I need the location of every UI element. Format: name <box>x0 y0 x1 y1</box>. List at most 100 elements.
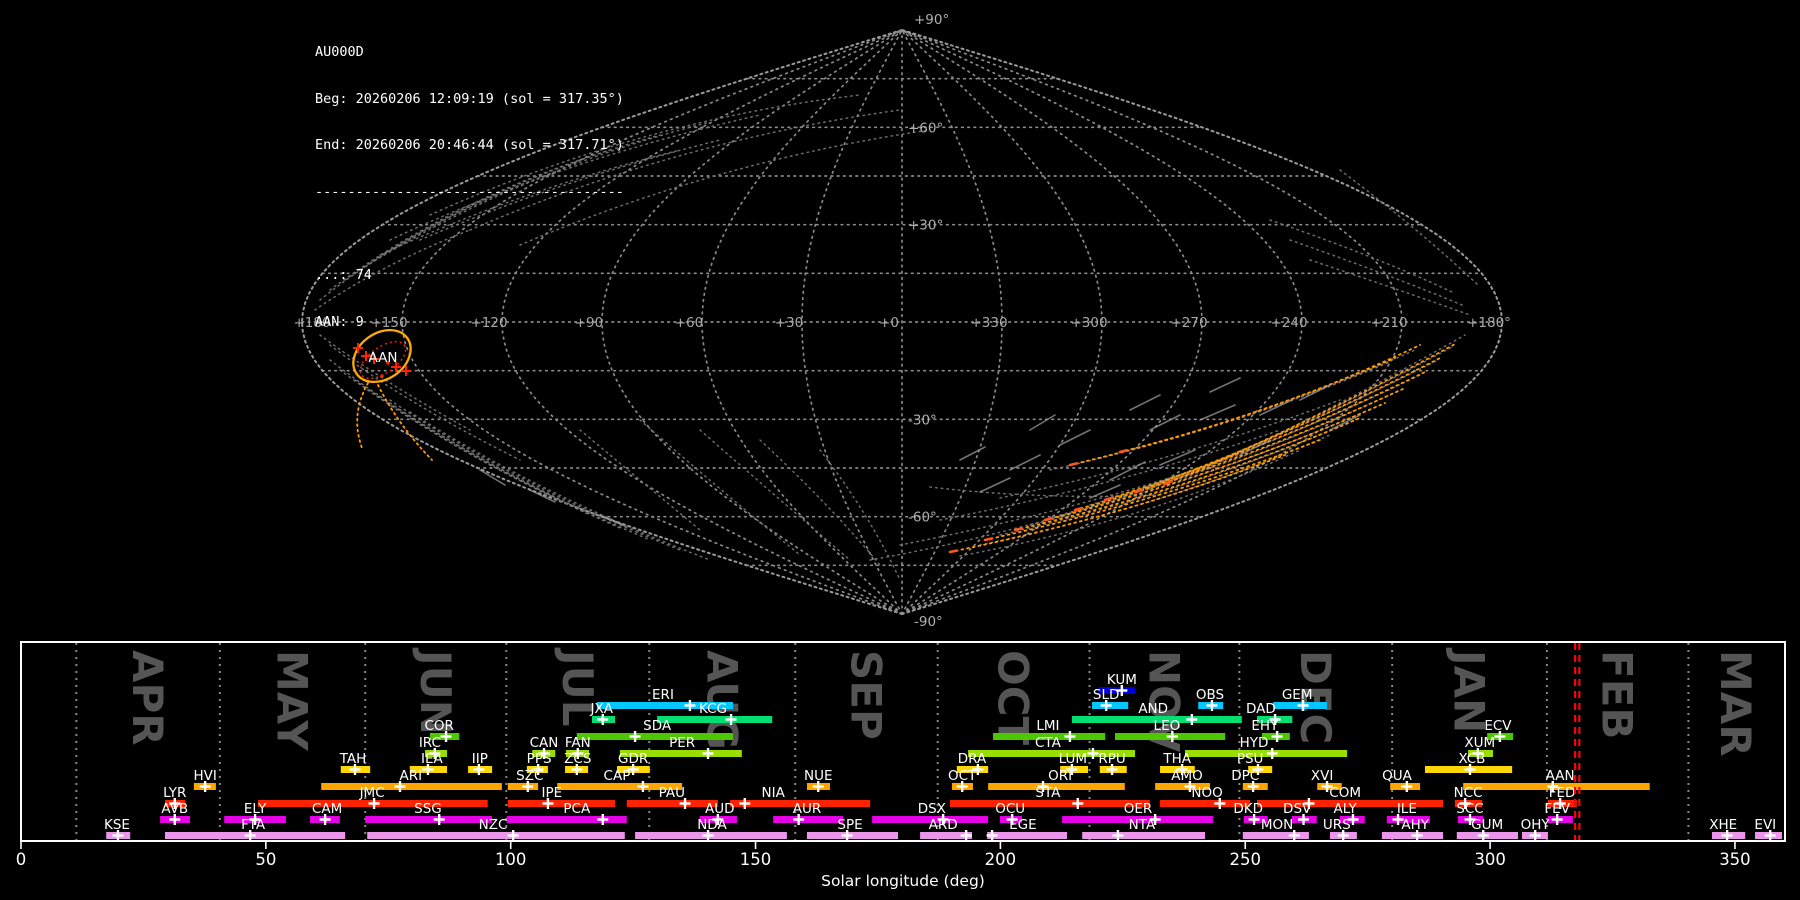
x-axis-tick-label: 250 <box>1230 850 1262 869</box>
begin-time-line: Beg: 20260206 12:09:19 (sol = 317.35°) <box>315 90 624 107</box>
shower-code-label-SZC: SZC <box>516 768 543 784</box>
active-drift-track <box>949 454 1286 553</box>
shower-code-label-OCU: OCU <box>995 801 1025 817</box>
shower-code-label-AAN: AAN <box>1546 768 1575 784</box>
track-tip <box>1013 527 1024 532</box>
radiant-drift-track <box>389 114 761 241</box>
shower-activity-bar-ARD <box>920 832 972 839</box>
map-longitude-label: +60 <box>675 315 704 331</box>
meteor-streak <box>1299 384 1331 401</box>
shower-activity-bar-MON <box>1242 832 1309 839</box>
shower-activity-bar-SSG <box>365 816 493 823</box>
active-drift-track <box>1119 344 1421 453</box>
month-label: JUN <box>411 647 460 735</box>
shower-code-label-AND: AND <box>1138 701 1168 717</box>
shower-code-label-XCB: XCB <box>1458 751 1485 767</box>
shower-code-label-ZCS: ZCS <box>564 751 591 767</box>
shower-code-label-HYD: HYD <box>1240 735 1269 751</box>
separator-line: -------------------------------------- <box>315 183 624 200</box>
map-longitude-label: +270 <box>1170 315 1207 331</box>
shower-code-label-IPE: IPE <box>542 785 563 801</box>
shower-code-label-FAN: FAN <box>565 735 591 751</box>
shower-code-label-NZC: NZC <box>479 817 508 833</box>
shower-activity-bar-STA <box>949 800 1150 807</box>
shower-code-label-LEO: LEO <box>1154 718 1181 734</box>
map-longitude-label: +120 <box>470 315 507 331</box>
map-pole-label-north: +90° <box>914 12 949 28</box>
shower-code-label-THA: THA <box>1162 751 1191 767</box>
shower-code-label-XUM: XUM <box>1464 735 1495 751</box>
shower-code-label-FTA: FTA <box>241 817 266 833</box>
radiant-drift-track <box>1339 169 1479 286</box>
track-tip <box>1073 506 1084 512</box>
track-tip <box>1163 480 1173 486</box>
month-label: JUL <box>553 647 602 727</box>
aan-dot <box>380 374 384 378</box>
radiant-drift-track <box>314 229 471 311</box>
track-tip <box>1133 488 1143 494</box>
shower-code-label-COM: COM <box>1329 785 1361 801</box>
radiant-drift-track <box>409 411 711 561</box>
shower-code-label-ECV: ECV <box>1484 718 1512 734</box>
month-label: FEB <box>1593 650 1642 739</box>
shower-activity-bar-SDA <box>576 733 734 740</box>
radiant-drift-track <box>1309 259 1471 316</box>
shower-activity-bar-NTA <box>1082 832 1206 839</box>
active-drift-track <box>1134 356 1443 493</box>
radiant-drift-track <box>469 109 901 231</box>
x-axis-tick-label: 200 <box>985 850 1017 869</box>
radiant-drift-track <box>1059 389 1401 516</box>
radiant-drift-track <box>369 389 651 541</box>
shower-code-label-NIA: NIA <box>762 785 786 801</box>
timeline-panel-border <box>20 641 1786 842</box>
shower-activity-bar-EGE <box>987 832 1067 839</box>
shower-activity-bar-KCG <box>657 716 773 723</box>
shower-code-label-AUD: AUD <box>705 801 735 817</box>
track-tip <box>1118 449 1129 454</box>
shower-code-label-NUE: NUE <box>804 768 833 784</box>
radiant-drift-track <box>1029 404 1381 526</box>
shower-code-label-HVI: HVI <box>193 768 216 784</box>
track-tip <box>1068 462 1079 467</box>
shower-activity-bar-ARI <box>321 783 502 790</box>
active-drift-track <box>1104 371 1426 501</box>
shower-code-label-CTA: CTA <box>1035 735 1062 751</box>
month-label: MAR <box>1711 650 1760 757</box>
meteor-streak <box>1029 414 1056 431</box>
shower-code-label-GEM: GEM <box>1282 687 1313 703</box>
x-axis-title: Solar longitude (deg) <box>821 872 985 890</box>
shower-code-label-ARI: ARI <box>399 768 422 784</box>
meteor-streak <box>1109 461 1146 481</box>
shower-code-label-NOO: NOO <box>1191 785 1222 801</box>
shower-code-label-DSX: DSX <box>918 801 946 817</box>
shower-code-label-ERI: ERI <box>652 687 674 703</box>
shower-code-label-XHE: XHE <box>1709 817 1737 833</box>
shower-code-label-ALY: ALY <box>1334 801 1358 817</box>
active-drift-track <box>984 439 1321 541</box>
radiant-drift-track <box>699 429 851 561</box>
shower-code-label-EHY: EHY <box>1251 718 1279 734</box>
radiant-drift-track <box>899 454 1241 546</box>
radiant-drift-track <box>319 169 561 301</box>
radiant-drift-track <box>819 449 901 581</box>
shower-activity-bar-PCA <box>506 816 627 823</box>
map-longitude-label: +30 <box>775 315 804 331</box>
shower-code-label-KSE: KSE <box>104 817 130 833</box>
active-drift-track <box>1014 417 1361 531</box>
end-time-line: End: 20260206 20:46:44 (sol = 317.71°) <box>315 137 624 153</box>
meteor-streak <box>1129 394 1161 411</box>
map-pole-label-south: -90° <box>914 614 943 630</box>
map-latitude-label: -30° <box>908 412 937 428</box>
graticule-meridian <box>901 29 1003 615</box>
shower-code-label-SPE: SPE <box>837 817 862 833</box>
shower-code-label-QUA: QUA <box>1382 768 1413 784</box>
radiant-drift-track <box>389 399 681 551</box>
graticule-meridian <box>801 29 903 615</box>
shower-activity-bar-CAP <box>557 783 683 790</box>
shower-code-label-FED: FED <box>1549 785 1576 801</box>
shower-code-label-MON: MON <box>1261 817 1293 833</box>
map-longitude-label: +90 <box>575 315 604 331</box>
shower-activity-bar-NOO <box>1160 800 1251 807</box>
active-drift-track <box>1044 402 1386 521</box>
